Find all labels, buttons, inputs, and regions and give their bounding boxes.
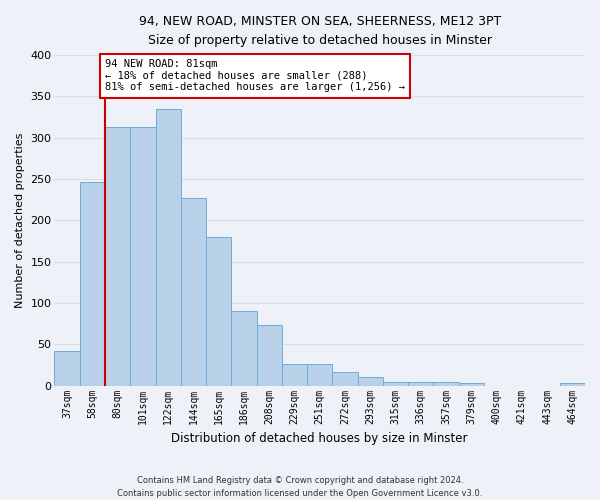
Title: 94, NEW ROAD, MINSTER ON SEA, SHEERNESS, ME12 3PT
Size of property relative to d: 94, NEW ROAD, MINSTER ON SEA, SHEERNESS,…: [139, 15, 501, 47]
Bar: [181, 198, 206, 386]
X-axis label: Distribution of detached houses by size in Minster: Distribution of detached houses by size …: [172, 432, 468, 445]
Bar: [105, 127, 130, 386]
Bar: [55, 351, 80, 386]
Bar: [408, 382, 433, 386]
Bar: [560, 383, 585, 386]
Bar: [282, 364, 307, 386]
Text: 94 NEW ROAD: 81sqm
← 18% of detached houses are smaller (288)
81% of semi-detach: 94 NEW ROAD: 81sqm ← 18% of detached hou…: [105, 59, 405, 92]
Bar: [358, 378, 383, 386]
Bar: [80, 182, 105, 386]
Y-axis label: Number of detached properties: Number of detached properties: [15, 132, 25, 308]
Bar: [332, 372, 358, 386]
Bar: [206, 237, 232, 386]
Bar: [232, 312, 257, 386]
Bar: [383, 382, 408, 386]
Bar: [307, 364, 332, 386]
Bar: [458, 383, 484, 386]
Bar: [130, 127, 155, 386]
Bar: [155, 109, 181, 386]
Text: Contains HM Land Registry data © Crown copyright and database right 2024.
Contai: Contains HM Land Registry data © Crown c…: [118, 476, 482, 498]
Bar: [433, 382, 458, 386]
Bar: [257, 326, 282, 386]
